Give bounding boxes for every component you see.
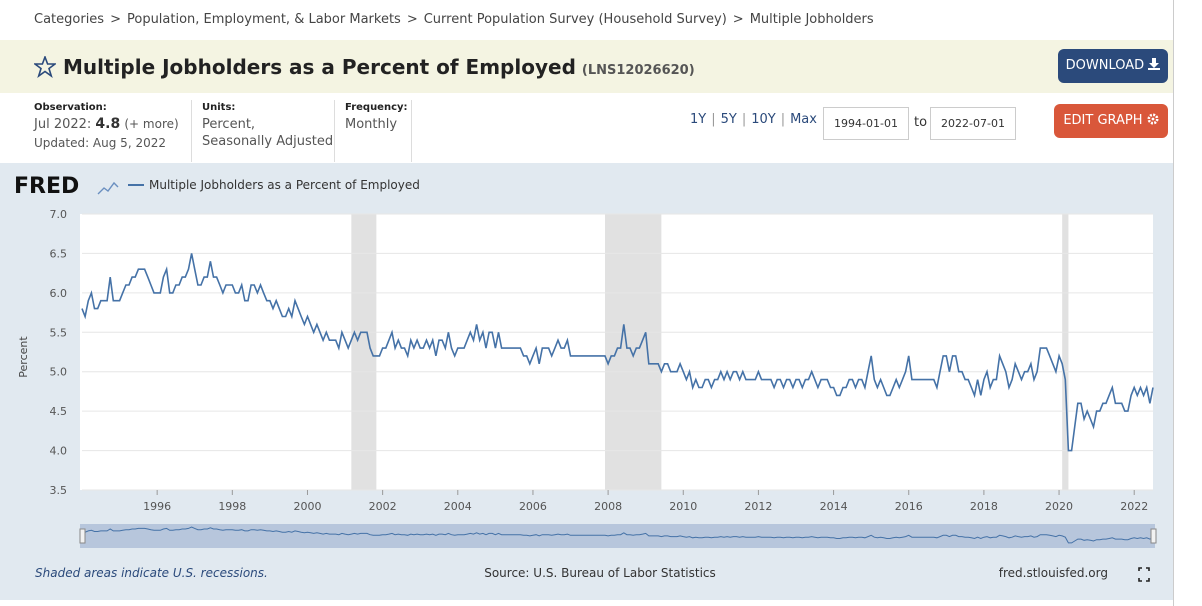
x-tick-label: 2016 [895,500,923,513]
range-separator: | [741,112,747,127]
fred-logo: FRED [14,174,79,199]
divider [411,100,412,162]
logo-graph [97,181,119,195]
y-tick-label: 6.5 [50,247,68,260]
legend-label: Multiple Jobholders as a Percent of Empl… [149,178,420,192]
observation: Observation: Jul 2022: 4.8 (+ more) Upda… [34,102,179,152]
units-label: Units: [202,102,236,113]
range-button[interactable]: Max [790,112,817,127]
breadcrumb: Categories > Population, Employment, & Lab… [34,12,874,27]
range-button[interactable]: 5Y [720,112,737,127]
fullscreen-icon[interactable] [1138,567,1150,582]
range-separator: | [711,112,716,127]
x-tick-label: 2002 [369,500,397,513]
frequency-value: Monthly [345,117,398,132]
frequency: Frequency: Monthly [345,102,408,133]
download-button[interactable]: DOWNLOAD [1058,49,1168,83]
title-text: Multiple Jobholders as a Percent of Empl… [63,55,576,79]
recession-band [604,214,662,490]
range-button[interactable]: 1Y [690,112,707,127]
border [1173,0,1174,606]
navigator[interactable] [80,524,1155,548]
y-tick-label: 6.0 [50,287,68,300]
title: Multiple Jobholders as a Percent of Empl… [63,55,695,79]
divider [334,100,335,162]
y-tick-label: 4.0 [50,445,68,458]
breadcrumb-item[interactable]: Categories [34,12,105,27]
updated: Updated: Aug 5, 2022 [34,136,166,150]
units-value: Seasonally Adjusted [202,134,334,149]
y-axis-label: Percent [17,336,30,378]
source: Source: U.S. Bureau of Labor Statistics [484,566,716,580]
range-buttons: 1Y | 5Y | 10Y | Max [690,112,817,127]
breadcrumb-item: Multiple Jobholders [749,12,874,27]
series-id: (LNS12026620) [581,63,695,78]
to-label: to [914,115,928,130]
observation-value: 4.8 [95,116,121,132]
navigator-handle[interactable] [1150,528,1157,544]
x-tick-label: 2018 [970,500,998,513]
observation-date: Jul 2022: [34,117,92,132]
navigator-handle[interactable] [79,528,86,544]
x-tick-label: 1998 [218,500,246,513]
chart: FRED Percent Shaded areas indicate U.S. … [14,174,1157,582]
end-date[interactable]: 2022-07-01 [930,107,1016,140]
more-link[interactable]: (+ more) [124,117,179,131]
divider [191,100,192,162]
breadcrumb-item[interactable]: Population, Employment, & Labor Markets [126,12,401,27]
edit-graph-button[interactable]: EDIT GRAPH [1054,104,1168,138]
x-tick-label: 2006 [519,500,547,513]
y-tick-label: 5.5 [50,326,68,339]
download-label: DOWNLOAD [1065,58,1145,73]
x-tick-label: 2008 [594,500,622,513]
y-tick-label: 4.5 [50,405,68,418]
x-tick-label: 2010 [669,500,697,513]
site: fred.stlouisfed.org [999,566,1108,580]
series-line [81,253,1154,452]
breadcrumb-item[interactable]: Current Population Survey (Household Sur… [423,12,727,27]
range-separator: | [780,112,786,127]
x-tick-label: 2022 [1120,500,1148,513]
breadcrumb-separator: > [406,12,418,27]
x-tick-label: 1996 [143,500,171,513]
units: Units: Percent, Seasonally Adjusted [202,102,333,150]
range-button[interactable]: 10Y [751,112,776,127]
y-tick-label: 5.0 [50,366,68,379]
star-icon[interactable] [34,56,56,78]
chart-panel: FRED Percent Shaded areas indicate U.S. … [0,163,1173,600]
breadcrumb-separator: > [732,12,744,27]
frequency-label: Frequency: [345,102,408,113]
x-tick-label: 2004 [444,500,472,513]
edit-label: EDIT GRAPH [1063,113,1143,128]
x-tick-label: 2000 [293,500,321,513]
header-bar [0,40,1173,93]
breadcrumb-separator: > [110,12,121,27]
observation-label: Observation: [34,102,107,113]
x-tick-label: 2020 [1045,500,1073,513]
x-tick-label: 2014 [820,500,848,513]
gear-icon [1147,113,1159,125]
navigator-line [81,526,1154,544]
download-icon [1148,58,1161,70]
recession-note: Shaded areas indicate U.S. recessions. [35,566,268,580]
recession-band [351,214,377,490]
y-tick-label: 7.0 [50,208,68,221]
x-tick-label: 2012 [744,500,772,513]
units-value: Percent, [202,117,256,132]
recession-band [1062,214,1069,490]
start-date[interactable]: 1994-01-01 [823,107,909,140]
y-tick-label: 3.5 [50,484,68,497]
